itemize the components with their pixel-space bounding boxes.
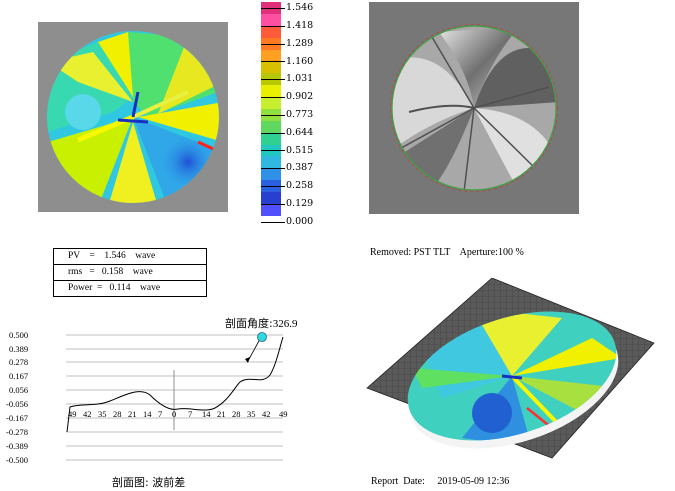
colorbar-tick (261, 79, 285, 81)
pv-row: PV = 1.546 wave (54, 249, 206, 265)
x-tick-label: 14 (202, 409, 211, 419)
colorbar-segment (261, 13, 281, 26)
colorbar-segment (261, 97, 281, 109)
colorbar-tick (261, 221, 285, 223)
profile-graph: 0.500 0.389 0.278 0.167 0.056 -0.056 -0.… (6, 330, 288, 465)
angle-pointer-arrow (247, 338, 261, 362)
colorbar-segment (261, 2, 281, 14)
colorbar-segment (261, 192, 281, 204)
colorbar-segment (261, 132, 281, 145)
profile-x-axis: 49 42 35 28 21 14 7 0 7 14 21 28 35 42 4… (68, 409, 288, 419)
colorbar-label: 0.902 (286, 91, 314, 102)
colorbar-tick (261, 61, 285, 63)
x-tick-label: 7 (158, 409, 162, 419)
colorbar-segment (261, 85, 281, 97)
colorbar-label: 0.000 (286, 216, 314, 227)
colorbar-tick (261, 150, 285, 152)
colorbar-tick (261, 25, 285, 27)
colorbar-segment (261, 49, 281, 62)
interferogram-panel (369, 2, 579, 214)
y-tick-label: 0.278 (9, 357, 28, 367)
profile-curve (66, 336, 284, 433)
x-tick-label: 49 (68, 409, 77, 419)
colorbar-label: 1.418 (286, 20, 314, 31)
colorbar-tick (261, 186, 285, 187)
colorbar-segment (261, 203, 281, 216)
x-tick-label: 28 (113, 409, 122, 419)
x-tick-label: 21 (128, 409, 137, 419)
profile-angle-label: 剖面角度: (225, 317, 273, 330)
colorbar-label: 0.515 (286, 145, 314, 156)
colorbar-tick (261, 8, 285, 9)
colorbar-label: 1.160 (286, 56, 314, 67)
y-tick-label: 0.167 (9, 371, 28, 381)
x-tick-label: 7 (188, 409, 192, 419)
colorbar-label: 0.773 (286, 109, 314, 120)
colorbar-tick (261, 97, 285, 98)
colorbar-segment (261, 61, 281, 74)
colorbar-segment (261, 25, 281, 38)
colorbar (261, 2, 281, 216)
x-tick-label: 42 (262, 409, 271, 419)
colorbar-label: 1.546 (286, 2, 314, 13)
y-tick-label: -0.389 (6, 441, 28, 451)
y-tick-label: 0.389 (9, 344, 28, 354)
y-tick-label: 0.500 (9, 330, 28, 340)
profile-angle-handle[interactable] (257, 332, 267, 342)
colorbar-segment (261, 156, 281, 169)
removed-aperture-info: Removed: PST TLT Aperture:100 % (370, 247, 524, 258)
colorbar-segment (261, 120, 281, 133)
colorbar-label: 1.289 (286, 38, 314, 49)
y-tick-label: -0.167 (6, 413, 28, 423)
profile-angle-title: 剖面角度:326.9 (225, 315, 297, 331)
power-row: Power = 0.114 wave (68, 283, 161, 293)
colorbar-tick (261, 132, 285, 134)
y-tick-label: -0.500 (6, 455, 28, 465)
y-tick-label: -0.056 (6, 399, 28, 409)
colorbar-label: 0.644 (286, 127, 314, 138)
profile-caption: 剖面图: 波前差 (112, 476, 186, 489)
colorbar-tick (261, 114, 285, 116)
3d-wavefront-view (366, 278, 655, 463)
wavefront-map (47, 31, 219, 203)
colorbar-tick (261, 43, 285, 45)
colorbar-segment (261, 168, 281, 181)
rms-row: rms = 0.158 wave (54, 265, 206, 281)
wavefront-map-panel (38, 22, 228, 212)
colorbar-tick (261, 168, 285, 170)
colorbar-label: 1.031 (286, 73, 314, 84)
x-tick-label: 14 (143, 409, 152, 419)
profile-y-axis: 0.500 0.389 0.278 0.167 0.056 -0.056 -0.… (6, 330, 28, 465)
colorbar-label: 0.387 (286, 162, 314, 173)
x-tick-label: 21 (217, 409, 226, 419)
x-tick-label: 28 (232, 409, 241, 419)
y-tick-label: 0.056 (9, 385, 28, 395)
colorbar-segment (261, 37, 281, 50)
colorbar-tick (261, 203, 285, 205)
x-tick-label: 35 (98, 409, 107, 419)
x-tick-label: 42 (83, 409, 92, 419)
colorbar-label: 0.129 (286, 198, 314, 209)
colorbar-label: 0.258 (286, 180, 314, 191)
statistics-table: PV = 1.546 wave rms = 0.158 wave Power =… (53, 248, 207, 297)
profile-angle-value: 326.9 (272, 318, 298, 330)
x-tick-label: 49 (279, 409, 288, 419)
y-tick-label: -0.278 (6, 427, 28, 437)
x-tick-label: 35 (247, 409, 256, 419)
x-tick-label: 0 (172, 409, 176, 419)
report-date: Report Date: 2019-05-09 12:36 (371, 476, 510, 487)
interferogram-image (390, 24, 558, 192)
